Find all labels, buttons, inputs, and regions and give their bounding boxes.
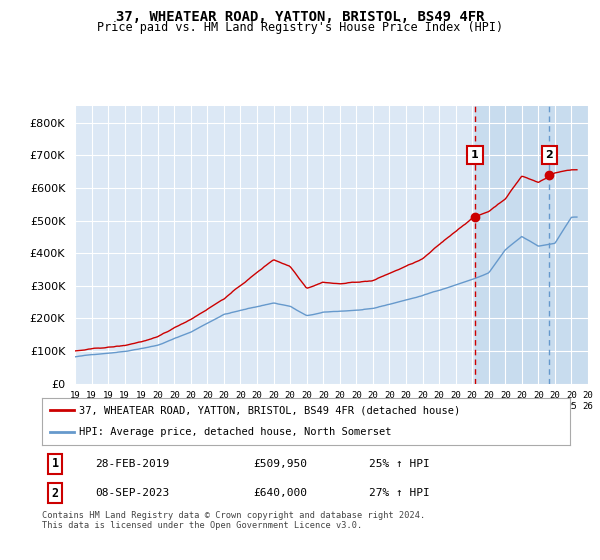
Text: Contains HM Land Registry data © Crown copyright and database right 2024.
This d: Contains HM Land Registry data © Crown c… — [42, 511, 425, 530]
Text: 25% ↑ HPI: 25% ↑ HPI — [370, 459, 430, 469]
Text: Price paid vs. HM Land Registry's House Price Index (HPI): Price paid vs. HM Land Registry's House … — [97, 21, 503, 34]
Text: 08-SEP-2023: 08-SEP-2023 — [95, 488, 169, 498]
Text: 28-FEB-2019: 28-FEB-2019 — [95, 459, 169, 469]
Text: £509,950: £509,950 — [253, 459, 307, 469]
Text: 2: 2 — [545, 150, 553, 160]
Text: 37, WHEATEAR ROAD, YATTON, BRISTOL, BS49 4FR (detached house): 37, WHEATEAR ROAD, YATTON, BRISTOL, BS49… — [79, 405, 460, 416]
Text: 2: 2 — [52, 487, 59, 500]
Text: £640,000: £640,000 — [253, 488, 307, 498]
Text: 1: 1 — [471, 150, 479, 160]
Text: 27% ↑ HPI: 27% ↑ HPI — [370, 488, 430, 498]
Text: 1: 1 — [52, 458, 59, 470]
Text: 37, WHEATEAR ROAD, YATTON, BRISTOL, BS49 4FR: 37, WHEATEAR ROAD, YATTON, BRISTOL, BS49… — [116, 10, 484, 24]
Bar — [475, 106, 600, 384]
Text: HPI: Average price, detached house, North Somerset: HPI: Average price, detached house, Nort… — [79, 427, 391, 437]
